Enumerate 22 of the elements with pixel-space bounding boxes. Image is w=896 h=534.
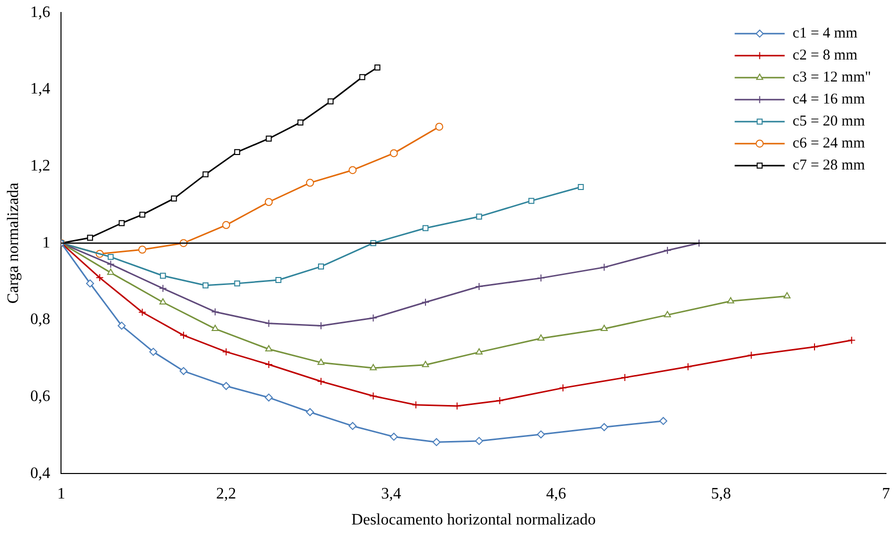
legend-label: c5 = 20 mm [792,114,866,130]
x-tick-label: 2,2 [216,485,236,502]
x-tick-label: 5,8 [711,485,732,502]
y-tick-label: 1,2 [30,157,50,174]
legend-label: c3 = 12 mm" [792,70,872,86]
legend-label: c6 = 24 mm [792,136,866,152]
legend-label: c7 = 28 mm [792,158,866,174]
legend-label: c1 = 4 mm [792,26,858,42]
legend-label: c2 = 8 mm [792,48,858,64]
y-tick-label: 1,4 [30,80,50,98]
y-tick-label: 1 [42,234,50,252]
x-tick-label: 7 [882,485,890,502]
x-tick-label: 1 [57,485,66,502]
x-axis-title: Deslocamento horizontal normalizado [351,512,596,529]
y-axis-title: Carga normalizada [4,182,22,304]
legend-label: c4 = 16 mm [792,92,866,108]
y-tick-label: 0,8 [30,311,50,328]
x-tick-label: 3,4 [381,485,402,502]
y-tick-label: 1,6 [30,4,50,21]
x-tick-label: 4,6 [546,485,566,502]
y-tick-label: 0,4 [30,464,50,482]
y-tick-label: 0,6 [30,388,50,405]
